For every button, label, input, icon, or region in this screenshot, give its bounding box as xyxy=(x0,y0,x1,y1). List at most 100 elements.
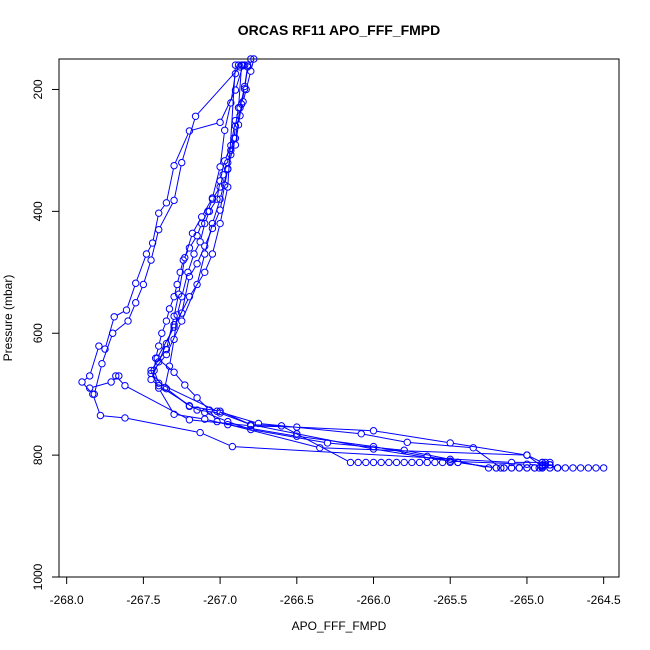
data-point xyxy=(408,458,416,467)
data-point xyxy=(178,317,186,325)
data-point xyxy=(231,116,240,125)
data-point xyxy=(122,306,131,314)
data-point xyxy=(546,461,554,469)
data-point xyxy=(181,253,189,262)
data-point xyxy=(188,229,197,237)
series-line xyxy=(151,67,494,468)
data-point xyxy=(354,458,362,467)
data-point xyxy=(112,372,120,380)
data-point xyxy=(165,305,174,313)
data-point xyxy=(208,250,217,258)
data-point xyxy=(400,458,408,467)
data-point xyxy=(193,394,201,402)
data-point xyxy=(201,219,209,228)
data-point xyxy=(224,183,232,191)
x-axis: -268.0 -267.5 -267.0 -266.5 -266.0 -265.5 -265… xyxy=(50,576,621,607)
data-point xyxy=(216,219,224,228)
data-point xyxy=(213,407,221,415)
data-point xyxy=(142,250,151,258)
data-point xyxy=(213,195,221,203)
x-tick-label: -268.0 xyxy=(50,593,84,607)
data-point xyxy=(497,464,505,472)
data-point xyxy=(147,375,155,384)
data-point xyxy=(515,464,523,472)
data-point xyxy=(227,146,235,155)
series-8 xyxy=(161,55,554,472)
data-point xyxy=(369,442,378,451)
data-point xyxy=(107,378,115,386)
data-point xyxy=(216,407,224,415)
data-point xyxy=(184,268,192,276)
y-tick-label: 1000 xyxy=(31,563,45,590)
x-tick-label: -265.5 xyxy=(433,593,467,607)
series-6 xyxy=(78,61,562,472)
x-tick-label: -266.0 xyxy=(357,593,391,607)
data-point xyxy=(239,97,247,106)
y-tick-label: 800 xyxy=(31,445,45,465)
x-tick-label: -266.5 xyxy=(280,593,314,607)
chart-title: ORCAS RF11 APO_FFF_FMPD xyxy=(238,22,441,38)
data-point xyxy=(469,444,477,452)
data-point xyxy=(369,445,378,453)
x-tick-label: -265.0 xyxy=(510,593,544,607)
series-line xyxy=(154,68,532,469)
data-point xyxy=(121,414,129,422)
series-5 xyxy=(147,61,500,472)
data-point xyxy=(197,213,206,221)
data-point xyxy=(124,317,132,325)
data-point xyxy=(170,292,178,301)
data-point xyxy=(185,244,194,252)
data-point xyxy=(224,164,232,173)
data-point xyxy=(208,219,217,228)
data-point xyxy=(147,366,155,375)
x-axis-label: APO_FFF_FMPD xyxy=(292,619,387,633)
data-point xyxy=(185,416,194,424)
data-point xyxy=(584,464,593,472)
data-point xyxy=(109,329,117,337)
data-point xyxy=(147,256,155,264)
data-point xyxy=(208,224,217,233)
data-point xyxy=(244,61,252,69)
data-point xyxy=(216,177,224,185)
data-point xyxy=(357,430,365,438)
data-point xyxy=(170,368,178,376)
data-point xyxy=(201,250,209,258)
data-point xyxy=(147,369,155,378)
data-point xyxy=(599,464,608,472)
data-point xyxy=(155,225,163,234)
data-point xyxy=(446,457,454,465)
data-point xyxy=(392,458,401,467)
data-point xyxy=(170,321,178,329)
data-point xyxy=(346,458,355,467)
y-axis-label: Pressure (mbar) xyxy=(1,275,15,362)
data-point xyxy=(231,86,240,94)
data-point xyxy=(293,430,301,438)
data-point xyxy=(193,232,201,240)
data-point xyxy=(173,280,181,289)
series-layer xyxy=(78,55,608,472)
data-point xyxy=(221,157,229,165)
data-point xyxy=(201,268,209,276)
data-point xyxy=(155,379,163,387)
data-point xyxy=(247,67,255,75)
data-point xyxy=(561,464,569,472)
data-point xyxy=(523,460,531,468)
data-point xyxy=(181,381,189,389)
data-point xyxy=(224,420,232,429)
data-point xyxy=(193,280,201,289)
data-point xyxy=(415,458,424,467)
data-point xyxy=(454,458,462,467)
data-point xyxy=(85,372,94,380)
x-tick-label: -264.5 xyxy=(587,593,621,607)
data-point xyxy=(236,111,244,120)
data-point xyxy=(236,104,244,112)
data-point xyxy=(224,417,232,426)
data-point xyxy=(446,439,454,447)
data-point xyxy=(231,61,240,69)
series-line xyxy=(152,68,486,468)
data-point xyxy=(553,464,562,472)
data-point xyxy=(231,122,240,130)
series-7 xyxy=(85,61,562,472)
data-point xyxy=(173,311,181,319)
